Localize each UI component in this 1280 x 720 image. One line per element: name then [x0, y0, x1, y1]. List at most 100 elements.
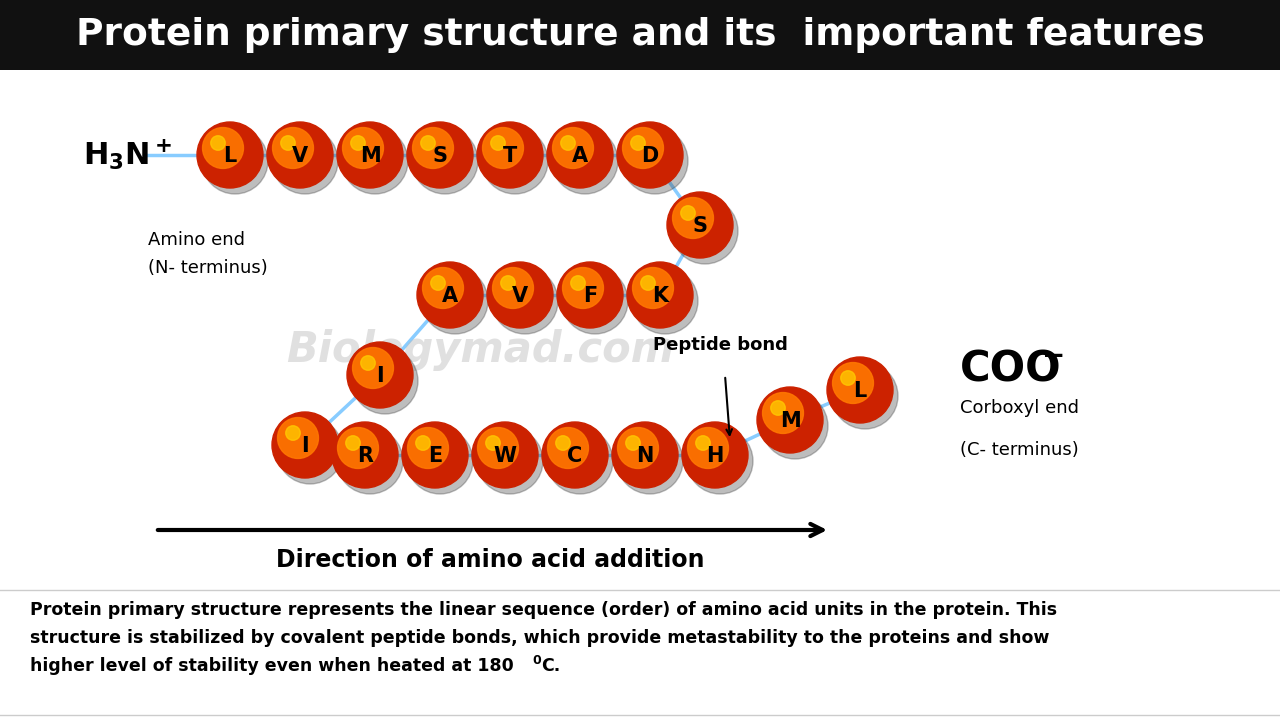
Text: R: R: [357, 446, 372, 466]
Circle shape: [421, 136, 435, 150]
Text: (N- terminus): (N- terminus): [148, 259, 268, 277]
Circle shape: [278, 418, 319, 459]
Circle shape: [483, 128, 548, 194]
Circle shape: [347, 342, 413, 408]
Circle shape: [617, 122, 684, 188]
Circle shape: [617, 428, 658, 469]
Circle shape: [361, 356, 375, 370]
Text: higher level of stability even when heated at 180: higher level of stability even when heat…: [29, 657, 513, 675]
Circle shape: [832, 363, 899, 429]
Circle shape: [681, 206, 695, 220]
Circle shape: [477, 428, 518, 469]
Circle shape: [632, 268, 698, 334]
Text: structure is stabilized by covalent peptide bonds, which provide metastability t: structure is stabilized by covalent pept…: [29, 629, 1050, 647]
Circle shape: [431, 276, 445, 290]
Text: A: A: [442, 286, 458, 306]
Circle shape: [416, 436, 430, 450]
Text: M: M: [360, 146, 380, 166]
Circle shape: [343, 127, 384, 168]
Circle shape: [696, 436, 710, 450]
Circle shape: [211, 136, 225, 150]
Circle shape: [477, 428, 543, 494]
Circle shape: [342, 128, 408, 194]
Text: (C- terminus): (C- terminus): [960, 441, 1079, 459]
Bar: [0, 0, 1280, 70]
Circle shape: [612, 422, 678, 488]
Text: N: N: [636, 446, 654, 466]
Circle shape: [407, 428, 474, 494]
Text: T: T: [503, 146, 517, 166]
Circle shape: [338, 428, 379, 469]
Circle shape: [273, 412, 338, 478]
Circle shape: [268, 122, 333, 188]
Circle shape: [490, 136, 506, 150]
Circle shape: [332, 422, 398, 488]
Circle shape: [622, 128, 689, 194]
Circle shape: [276, 418, 343, 484]
Text: Protein primary structure represents the linear sequence (order) of amino acid u: Protein primary structure represents the…: [29, 601, 1057, 619]
Text: Protein primary structure and its  important features: Protein primary structure and its import…: [76, 17, 1204, 53]
Circle shape: [771, 401, 785, 415]
Circle shape: [422, 268, 488, 334]
Circle shape: [273, 127, 314, 168]
Text: I: I: [301, 436, 308, 456]
Text: L: L: [224, 146, 237, 166]
Circle shape: [472, 422, 538, 488]
Text: $\mathbf{H_3N^+}$: $\mathbf{H_3N^+}$: [83, 138, 173, 172]
Text: D: D: [641, 146, 659, 166]
Circle shape: [483, 127, 524, 168]
Circle shape: [477, 122, 543, 188]
Circle shape: [827, 357, 893, 423]
Circle shape: [422, 268, 463, 308]
Circle shape: [617, 428, 684, 494]
Circle shape: [756, 387, 823, 453]
Circle shape: [562, 268, 603, 308]
Text: S: S: [692, 216, 708, 236]
Text: Peptide bond: Peptide bond: [653, 336, 787, 354]
Circle shape: [402, 422, 468, 488]
Circle shape: [762, 393, 828, 459]
Circle shape: [492, 268, 558, 334]
Text: V: V: [512, 286, 529, 306]
Circle shape: [622, 127, 663, 168]
Text: K: K: [652, 286, 668, 306]
Text: C: C: [567, 446, 582, 466]
Text: M: M: [780, 411, 800, 431]
Circle shape: [202, 128, 268, 194]
Circle shape: [352, 348, 419, 414]
Text: I: I: [376, 366, 384, 386]
Circle shape: [273, 128, 338, 194]
Text: L: L: [854, 381, 867, 401]
Circle shape: [672, 198, 739, 264]
Circle shape: [337, 122, 403, 188]
Circle shape: [627, 262, 692, 328]
Circle shape: [285, 426, 301, 440]
Circle shape: [626, 436, 640, 450]
Text: Direction of amino acid addition: Direction of amino acid addition: [275, 548, 704, 572]
Circle shape: [682, 422, 748, 488]
Circle shape: [687, 428, 728, 469]
Circle shape: [562, 268, 628, 334]
Circle shape: [667, 192, 733, 258]
Circle shape: [556, 436, 571, 450]
Circle shape: [631, 136, 645, 150]
Text: H: H: [707, 446, 723, 466]
Circle shape: [547, 428, 613, 494]
Circle shape: [841, 371, 855, 385]
Circle shape: [561, 136, 575, 150]
Circle shape: [832, 363, 873, 403]
Circle shape: [687, 428, 753, 494]
Circle shape: [541, 422, 608, 488]
Circle shape: [552, 128, 618, 194]
Circle shape: [547, 122, 613, 188]
Text: C.: C.: [541, 657, 561, 675]
Text: −: −: [1042, 342, 1065, 370]
Text: Amino end: Amino end: [148, 231, 244, 249]
Text: F: F: [582, 286, 598, 306]
Circle shape: [571, 276, 585, 290]
Circle shape: [407, 428, 448, 469]
Circle shape: [197, 122, 262, 188]
Circle shape: [672, 197, 713, 238]
Circle shape: [486, 262, 553, 328]
Text: W: W: [494, 446, 517, 466]
